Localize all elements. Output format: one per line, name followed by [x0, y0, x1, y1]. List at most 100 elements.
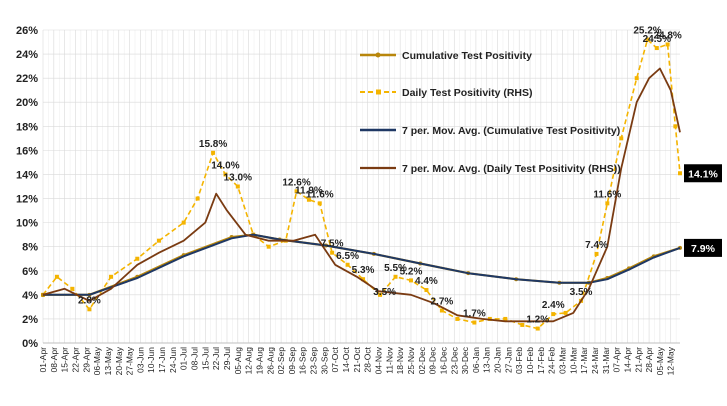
series-point: [455, 316, 460, 321]
series-point: [654, 46, 659, 51]
series-point: [54, 274, 59, 279]
x-tick-label: 14-Apr: [622, 347, 632, 373]
x-tick-label: 06-May: [92, 346, 102, 375]
data-label: 5.3%: [352, 265, 375, 276]
series-point: [306, 197, 311, 202]
series-point: [424, 288, 429, 293]
data-label: 25.2%: [633, 26, 661, 37]
series-point: [472, 320, 477, 325]
series-point: [181, 220, 186, 225]
x-tick-label: 25-Nov: [406, 346, 416, 374]
y-tick-label: 14%: [16, 169, 38, 181]
y-tick-label: 6%: [22, 266, 38, 278]
x-tick-label: 07-Oct: [330, 346, 340, 372]
series-point: [408, 278, 413, 283]
x-axis: 01-Apr 08-Apr 15-Apr 22-Apr 29-Apr 06-May 13-M…: [38, 346, 676, 375]
series-point: [195, 196, 200, 201]
x-tick-label: 10-Mar: [568, 347, 578, 374]
x-tick-label: 22-Apr: [70, 347, 80, 373]
legend-label: 7 per. Mov. Avg. (Cumulative Test Positi…: [402, 125, 620, 137]
data-label: 2.4%: [542, 300, 565, 311]
end-label: 14.1%: [688, 168, 718, 180]
plot-area: [43, 30, 680, 343]
x-tick-label: 05-May: [655, 346, 665, 375]
x-tick-label: 15-Apr: [60, 347, 70, 373]
series-point: [361, 277, 366, 282]
x-tick-label: 29-Jul: [222, 347, 232, 370]
series-point: [266, 244, 271, 249]
x-tick-label: 14-Oct: [341, 346, 351, 372]
series-point: [294, 189, 299, 194]
x-tick-label: 30-Sep: [319, 347, 329, 375]
series-point: [317, 201, 322, 206]
y-tick-label: 26%: [16, 25, 38, 37]
series-point: [223, 172, 228, 177]
series-point: [520, 322, 525, 327]
data-label: 11.6%: [593, 189, 621, 200]
x-tick-label: 02-Dec: [417, 346, 427, 374]
series-point: [378, 292, 383, 297]
data-label: 6.5%: [336, 251, 359, 262]
data-label: 11.6%: [306, 189, 334, 200]
x-tick-label: 01-Apr: [38, 347, 48, 373]
series-point: [156, 238, 161, 243]
x-tick-label: 11-Nov: [384, 346, 394, 374]
x-tick-label: 03-Jun: [135, 347, 145, 373]
end-labels: 14.1% 7.9%: [684, 164, 722, 257]
series-point: [87, 307, 92, 312]
x-tick-label: 20-May: [114, 346, 124, 375]
y-tick-label: 8%: [22, 242, 38, 254]
series-point: [619, 136, 624, 141]
x-tick-label: 17-Mar: [579, 347, 589, 374]
series-point: [345, 262, 350, 267]
x-tick-label: 27-May: [125, 346, 135, 375]
series-point: [665, 42, 670, 47]
y-tick-label: 2%: [22, 314, 38, 326]
data-label: 24.5%: [643, 34, 671, 45]
series-point: [135, 256, 140, 261]
data-label: 4.4%: [415, 276, 438, 287]
x-tick-label: 21-Apr: [633, 347, 643, 373]
y-tick-label: 12%: [16, 194, 38, 206]
x-tick-label: 18-Nov: [395, 346, 405, 374]
legend-label: Daily Test Positivity (RHS): [402, 87, 533, 99]
x-tick-label: 31-Mar: [601, 347, 611, 374]
series-point: [563, 310, 568, 315]
x-tick-label: 26-Aug: [265, 347, 275, 375]
legend-label: Cumulative Test Positivity: [402, 50, 532, 62]
series-point: [645, 37, 650, 42]
x-tick-label: 28-Apr: [644, 347, 654, 373]
x-tick-label: 09-Sep: [287, 347, 297, 375]
series-point: [235, 184, 240, 189]
gridlines: [42, 29, 680, 344]
data-label: 13.0%: [224, 173, 252, 184]
y-tick-label: 16%: [16, 145, 38, 157]
x-tick-label: 04-Nov: [374, 346, 384, 374]
series-line: [43, 233, 681, 296]
series-point: [70, 286, 75, 291]
x-tick-label: 24-Feb: [547, 347, 557, 374]
x-tick-label: 15-Jul: [200, 347, 210, 370]
x-tick-label: 13-May: [103, 346, 113, 375]
series-point: [673, 124, 678, 129]
x-tick-label: 24-Mar: [590, 347, 600, 374]
x-tick-label: 24-Jun: [168, 347, 178, 373]
data-label: 5.5%: [384, 263, 407, 274]
x-tick-label: 03-Mar: [557, 347, 567, 374]
data-label: 3.5%: [373, 287, 396, 298]
y-axis: 0% 2% 4% 6% 8% 10% 12% 14% 16% 18% 20% 22% 24% 26%: [16, 25, 38, 350]
y-tick-label: 0%: [22, 338, 38, 350]
legend: Cumulative Test Positivity Daily Test Pos…: [360, 50, 621, 175]
y-tick-label: 10%: [16, 218, 38, 230]
series-point: [678, 171, 682, 176]
x-tick-label: 30-Dec: [460, 346, 470, 374]
x-tick-label: 16-Sep: [298, 347, 308, 375]
x-tick-label: 03-Feb: [514, 347, 524, 374]
x-tick-label: 29-Apr: [81, 347, 91, 373]
series-point: [605, 201, 610, 206]
x-tick-label: 02-Sep: [276, 347, 286, 375]
data-label: 7.5%: [321, 239, 344, 250]
y-tick-label: 4%: [22, 290, 38, 302]
data-label: 15.8%: [199, 139, 227, 150]
